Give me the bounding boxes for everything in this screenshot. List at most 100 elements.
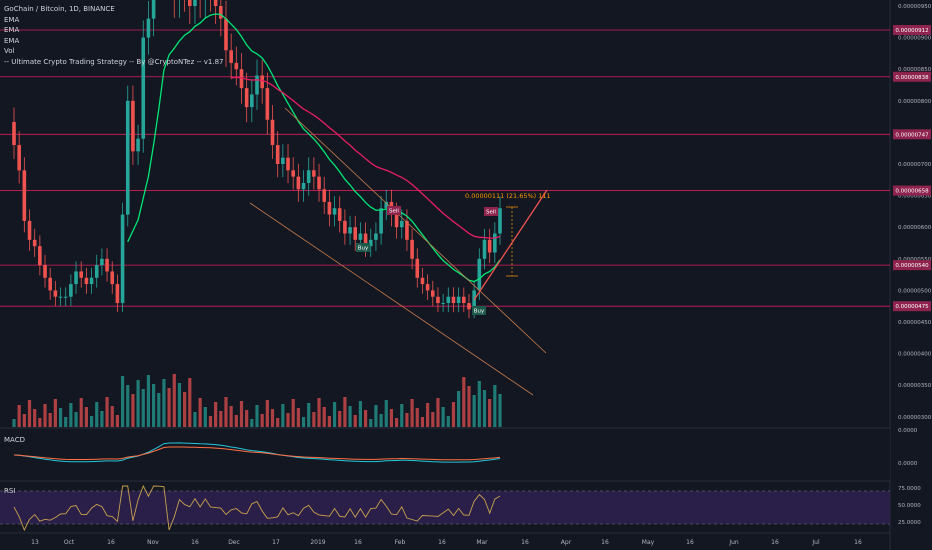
candle-body — [446, 296, 451, 304]
candle-body — [374, 233, 378, 240]
indicator-ema-3[interactable]: EMA — [4, 36, 20, 45]
candle-body — [348, 227, 352, 234]
volume-bar — [410, 399, 414, 427]
signal-label: Sell — [389, 209, 399, 215]
volume-bar — [131, 394, 135, 427]
volume-bar — [389, 409, 394, 427]
candle-body — [343, 220, 347, 234]
volume-bar — [374, 405, 378, 427]
candle-body — [281, 157, 285, 164]
volume-bar — [64, 417, 68, 427]
signal-label: Buy — [358, 246, 369, 252]
x-tick-label: Mar — [476, 539, 488, 546]
macd-axis-label: 0.0000 — [898, 428, 918, 434]
candle-body — [89, 277, 94, 285]
signal-badge — [387, 206, 401, 215]
volume-bar — [100, 411, 104, 427]
volume-bar — [162, 379, 166, 427]
level-badge-label: 0.00000475 — [895, 304, 929, 310]
level-badge — [893, 301, 931, 312]
candle-body — [187, 0, 192, 7]
x-tick-label: 16 — [686, 539, 694, 546]
candle-body — [384, 201, 389, 209]
volume-bar — [379, 414, 383, 427]
x-tick-label: Dec — [228, 539, 240, 546]
volume-bar — [214, 402, 218, 427]
candle-body — [420, 277, 425, 285]
macd-panel-label: MACD — [4, 436, 25, 444]
candle-body — [69, 284, 73, 297]
candle-body — [250, 94, 254, 108]
level-badge-label: 0.00000838 — [895, 75, 929, 81]
candle-body — [493, 233, 497, 253]
volume-bar — [296, 408, 300, 427]
indicator-strategy[interactable]: -- Ultimate Crypto Trading Strategy -- B… — [4, 57, 224, 66]
volume-bar — [327, 416, 331, 427]
x-tick-label: 16 — [521, 539, 529, 546]
candle-body — [467, 303, 471, 310]
volume-bar — [405, 413, 409, 427]
volume-bar — [239, 401, 244, 427]
volume-bar — [229, 406, 233, 427]
measure-label: 0.00000111 (21.65%) 111 — [465, 192, 551, 200]
volume-bar — [79, 398, 83, 427]
candle-body — [291, 170, 295, 177]
x-tick-label: Apr — [561, 539, 572, 546]
signal-label: Sell — [486, 210, 496, 216]
x-tick-label: Jul — [811, 539, 820, 546]
indicator-ema-1[interactable]: EMA — [4, 15, 20, 24]
volume-bar — [151, 384, 156, 427]
candle-body — [120, 214, 125, 304]
x-tick-label: 16 — [601, 539, 609, 546]
candle-body — [353, 227, 358, 240]
volume-bar — [498, 394, 502, 427]
indicator-volume[interactable]: Vol — [4, 47, 15, 55]
candle-body — [53, 290, 58, 297]
candle-body — [125, 100, 130, 215]
indicator-ema-2[interactable]: EMA — [4, 26, 20, 34]
level-badge — [893, 185, 931, 196]
y-tick-label: 0.00000800 — [898, 99, 932, 105]
volume-bar — [317, 398, 321, 427]
candle-body — [74, 271, 78, 285]
y-tick-label: 0.00000900 — [898, 36, 932, 42]
volume-bar — [198, 398, 202, 427]
candle-body — [394, 214, 399, 228]
candle-body — [441, 303, 445, 305]
x-tick-label: 16 — [191, 539, 199, 546]
candle-body — [487, 239, 492, 253]
x-tick-label: 16 — [438, 539, 446, 546]
rsi-axis-label: 25.0000 — [898, 520, 921, 526]
volume-bar — [43, 404, 47, 427]
candle-body — [337, 208, 342, 221]
trend-line-lower — [249, 202, 534, 396]
volume-bar — [446, 416, 450, 427]
volume-bar — [420, 417, 425, 427]
volume-bar — [358, 401, 363, 427]
volume-bar — [426, 403, 430, 427]
candle-body — [265, 88, 270, 120]
volume-bar — [270, 409, 275, 427]
candle-body — [363, 233, 368, 247]
volume-bar — [141, 389, 145, 427]
candle-body — [255, 75, 259, 95]
volume-bar — [58, 408, 63, 427]
candle-body — [332, 208, 337, 215]
candle-body — [462, 296, 466, 304]
volume-bar — [488, 399, 492, 427]
candle-body — [79, 271, 84, 278]
macd-panel — [0, 429, 890, 480]
ema-slow-line — [231, 76, 501, 239]
volume-bar — [441, 407, 445, 427]
volume-bar — [250, 419, 254, 427]
volume-bar — [126, 385, 130, 427]
volume-bar — [451, 402, 456, 427]
volume-bar — [265, 400, 269, 427]
candle-body — [296, 176, 301, 190]
candle-body — [229, 50, 233, 63]
volume-bar — [172, 374, 176, 427]
candle-body — [110, 271, 115, 285]
volume-bar — [157, 393, 161, 427]
level-badge-label: 0.00000540 — [895, 263, 929, 269]
